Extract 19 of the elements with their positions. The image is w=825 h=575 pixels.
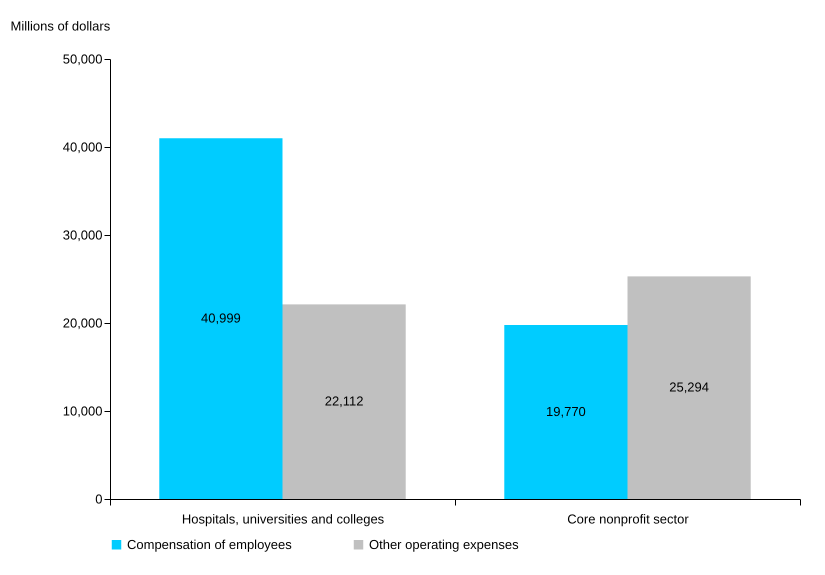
- y-tick-label: 0: [95, 492, 102, 506]
- data-label: 25,294: [669, 380, 709, 395]
- bar: [282, 304, 406, 499]
- legend-label: Other operating expenses: [369, 536, 520, 552]
- bar: [504, 325, 628, 499]
- data-label: 40,999: [201, 310, 241, 326]
- x-tick-label: Hospitals, universities and colleges: [182, 512, 385, 526]
- data-label: 22,112: [324, 394, 364, 409]
- y-tick-label: 40,000: [62, 140, 102, 154]
- legend-label: Compensation of employees: [127, 536, 292, 552]
- x-tick-label: Core nonprofit sector: [567, 512, 690, 526]
- data-label: 19,770: [546, 404, 586, 420]
- y-tick-label: 20,000: [62, 316, 102, 330]
- bar: [159, 138, 282, 499]
- y-tick-label: 30,000: [62, 228, 102, 242]
- y-tick-label: 10,000: [62, 404, 102, 418]
- y-tick-label: 50,000: [62, 52, 102, 66]
- y-axis-title: Millions of dollars: [10, 18, 111, 34]
- bar: [628, 276, 751, 499]
